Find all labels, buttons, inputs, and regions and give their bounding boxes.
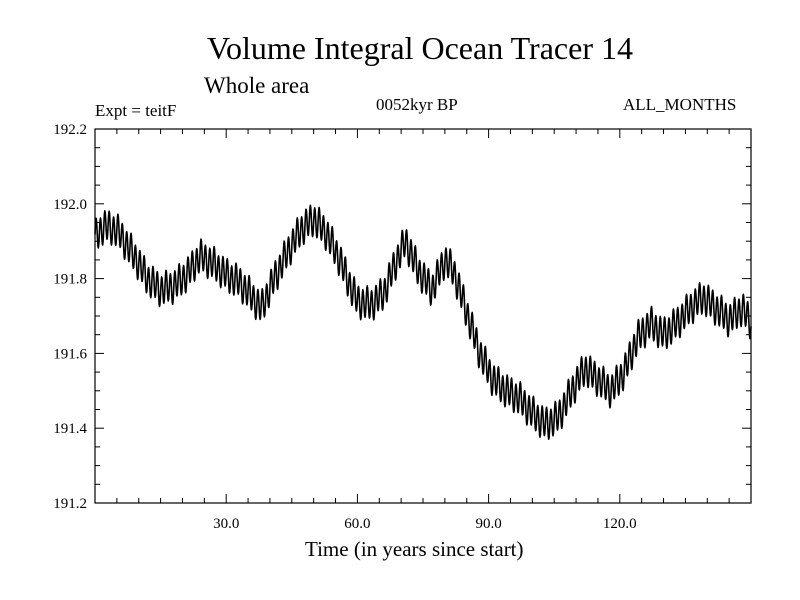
axis-ticks	[95, 129, 751, 503]
x-tick-label: 60.0	[344, 516, 370, 532]
series-line	[94, 204, 752, 441]
y-tick-label: 191.4	[53, 421, 87, 437]
x-tick-label: 90.0	[475, 516, 501, 532]
x-tick-label: 120.0	[603, 516, 637, 532]
months-label: ALL_MONTHS	[623, 95, 737, 114]
y-tick-label: 192.2	[53, 122, 87, 138]
experiment-label: Expt = teitF	[95, 101, 177, 120]
y-tick-label: 191.6	[53, 346, 87, 362]
period-label: 0052kyr BP	[376, 95, 458, 114]
y-tick-label: 191.2	[53, 496, 87, 512]
y-tick-label: 191.8	[53, 272, 87, 288]
chart-subtitle: Whole area	[204, 73, 310, 98]
y-tick-label: 192.0	[53, 197, 87, 213]
axis-tick-labels: 30.0 60.0 90.0 120.0 191.2 191.4 191.6 191.8 192…	[53, 122, 636, 532]
chart-title: Volume Integral Ocean Tracer 14	[207, 30, 633, 66]
x-tick-label: 30.0	[213, 516, 239, 532]
x-axis-label: Time (in years since start)	[305, 537, 524, 561]
